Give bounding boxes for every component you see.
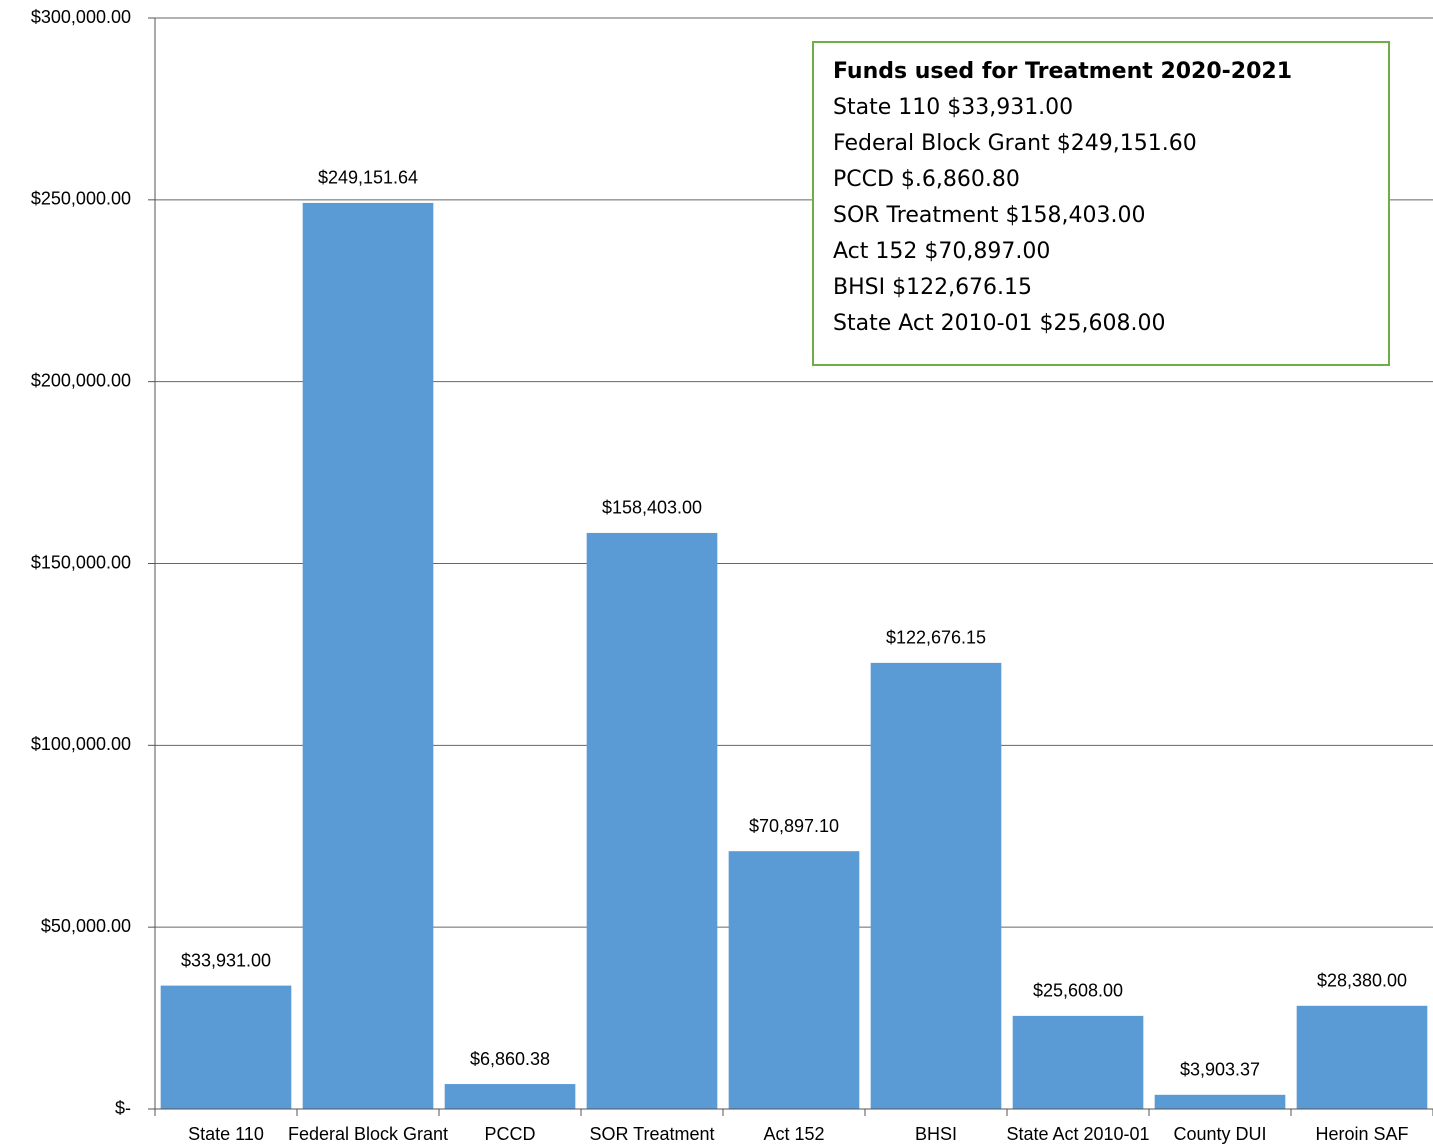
annotation-line: State 110 $33,931.00 bbox=[833, 95, 1073, 120]
bar bbox=[1012, 1015, 1144, 1109]
y-tick-label: $100,000.00 bbox=[31, 734, 131, 754]
data-label: $28,380.00 bbox=[1317, 971, 1407, 991]
annotation-box bbox=[812, 41, 1390, 366]
bar bbox=[160, 985, 292, 1109]
bar bbox=[586, 532, 718, 1109]
annotation-line: Federal Block Grant $249,151.60 bbox=[833, 131, 1197, 156]
data-label: $70,897.10 bbox=[749, 816, 839, 836]
data-label: $249,151.64 bbox=[318, 168, 418, 188]
data-label: $6,860.38 bbox=[470, 1049, 550, 1069]
bar bbox=[728, 851, 860, 1109]
bar bbox=[1154, 1094, 1286, 1109]
data-label: $33,931.00 bbox=[181, 950, 271, 970]
bar bbox=[302, 202, 434, 1110]
annotation-line: PCCD $.6,860.80 bbox=[833, 167, 1020, 192]
x-tick-label: Heroin SAF bbox=[1315, 1124, 1408, 1144]
annotation-line: SOR Treatment $158,403.00 bbox=[833, 203, 1145, 228]
x-tick-label: PCCD bbox=[484, 1124, 535, 1144]
y-tick-label: $200,000.00 bbox=[31, 370, 131, 390]
annotation-line: State Act 2010-01 $25,608.00 bbox=[833, 311, 1165, 336]
bar bbox=[444, 1084, 576, 1109]
annotation-line: BHSI $122,676.15 bbox=[833, 275, 1032, 300]
annotation-title: Funds used for Treatment 2020-2021 bbox=[833, 59, 1292, 84]
data-label: $25,608.00 bbox=[1033, 981, 1123, 1001]
bar bbox=[870, 662, 1002, 1109]
x-tick-label: State Act 2010-01 bbox=[1006, 1124, 1149, 1144]
x-tick-label: Act 152 bbox=[763, 1124, 824, 1144]
annotation-line: Act 152 $70,897.00 bbox=[833, 239, 1050, 264]
y-tick-label: $300,000.00 bbox=[31, 7, 131, 27]
y-tick-label: $250,000.00 bbox=[31, 189, 131, 209]
x-tick-label: BHSI bbox=[915, 1124, 957, 1144]
y-tick-label: $50,000.00 bbox=[41, 916, 131, 936]
x-tick-label: SOR Treatment bbox=[589, 1124, 714, 1144]
y-tick-label: $- bbox=[115, 1098, 131, 1118]
x-tick-label: County DUI bbox=[1173, 1124, 1266, 1144]
y-tick-label: $150,000.00 bbox=[31, 552, 131, 572]
x-tick-label: Federal Block Grant bbox=[288, 1124, 448, 1144]
bar bbox=[1296, 1005, 1428, 1109]
data-label: $3,903.37 bbox=[1180, 1060, 1260, 1080]
data-label: $122,676.15 bbox=[886, 628, 986, 648]
data-label: $158,403.00 bbox=[602, 498, 702, 518]
x-tick-label: State 110 bbox=[188, 1124, 264, 1144]
